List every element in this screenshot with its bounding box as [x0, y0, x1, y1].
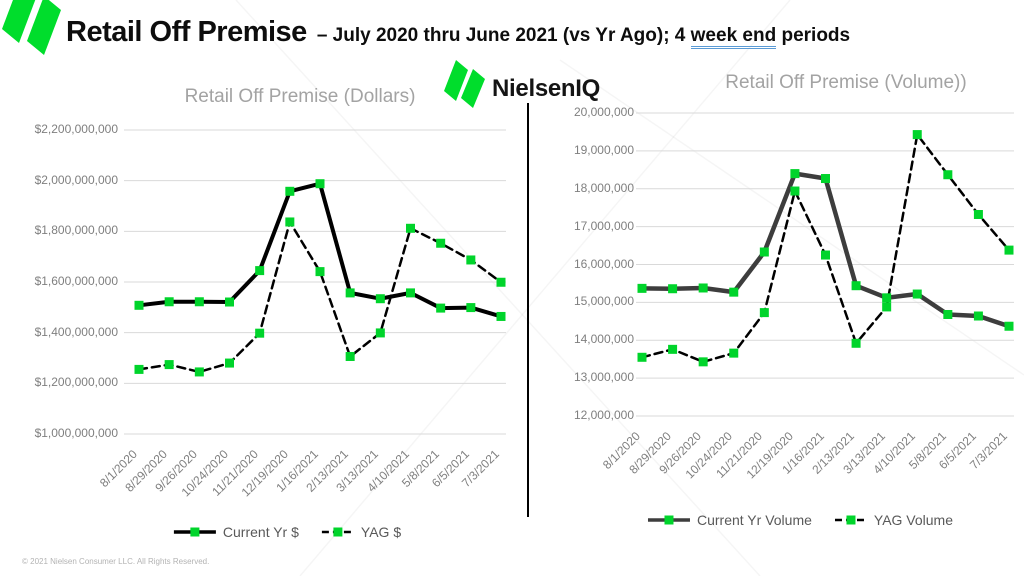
- data-point-marker: [943, 309, 953, 319]
- data-point-marker: [912, 130, 922, 140]
- data-point-marker: [134, 364, 144, 374]
- subtitle-suffix: periods: [776, 25, 851, 46]
- legend-label: Current Yr $: [222, 524, 299, 540]
- copyright-text: © 2021 Nielsen Consumer LLC. All Rights …: [22, 557, 210, 566]
- data-point-marker: [496, 311, 506, 321]
- data-point-marker: [436, 238, 446, 248]
- data-point-marker: [225, 297, 234, 307]
- nielseniq-logo-icon: [444, 60, 485, 108]
- chart-title-dollars: Retail Off Premise (Dollars): [184, 86, 416, 107]
- data-point-marker: [821, 174, 830, 184]
- legend-item: Current Yr $: [173, 524, 299, 540]
- subtitle-underlined-text: week end: [690, 25, 777, 49]
- data-point-marker: [1004, 245, 1014, 255]
- legend-item: YAG Volume: [834, 512, 953, 528]
- series-line: [639, 171, 1012, 329]
- series-line: [137, 181, 503, 319]
- legend-label: Current Yr Volume: [696, 512, 812, 528]
- data-point-marker: [729, 287, 739, 297]
- data-point-marker: [851, 338, 861, 348]
- series-line: [640, 133, 1011, 364]
- data-point-marker: [821, 250, 830, 260]
- data-point-marker: [912, 289, 922, 299]
- divider-line: [527, 103, 529, 517]
- data-point-marker: [375, 328, 385, 338]
- data-point-marker: [973, 210, 983, 220]
- chart-title-volume: Retail Off Premise (Volume)): [725, 72, 967, 93]
- data-point-marker: [194, 297, 204, 307]
- data-point-marker: [406, 288, 415, 298]
- data-point-marker: [851, 281, 861, 291]
- data-point-marker: [973, 311, 983, 321]
- data-point-marker: [698, 357, 708, 367]
- data-point-marker: [1004, 321, 1014, 331]
- nielseniq-logo-text: NielsenIQ: [492, 75, 601, 102]
- data-point-marker: [375, 294, 385, 304]
- data-point-marker: [345, 351, 355, 361]
- legend-line-sample: [647, 515, 690, 525]
- data-point-marker: [466, 255, 476, 265]
- subtitle-prefix: – July 2020 thru June 2021 (vs Yr Ago); …: [316, 25, 691, 46]
- slide-title-main: Retail Off Premise: [66, 16, 307, 48]
- legend-label: YAG $: [360, 524, 402, 540]
- legend-item: Current Yr Volume: [647, 512, 812, 528]
- data-point-marker: [194, 367, 204, 377]
- data-point-marker: [637, 352, 647, 362]
- data-point-marker: [285, 217, 295, 227]
- legend-line-sample: [173, 527, 216, 537]
- slide-title: Retail Off Premise – July 2020 thru June…: [66, 16, 850, 49]
- data-point-marker: [134, 300, 144, 310]
- data-point-marker: [436, 303, 446, 313]
- data-point-marker: [943, 170, 953, 180]
- legend-line-sample: [834, 515, 867, 525]
- data-point-marker: [637, 283, 647, 293]
- data-point-marker: [668, 344, 678, 354]
- data-point-marker: [882, 302, 892, 312]
- data-point-marker: [466, 303, 476, 313]
- data-point-marker: [790, 169, 800, 179]
- series-line: [137, 220, 503, 374]
- data-point-marker: [496, 277, 506, 287]
- data-point-marker: [729, 348, 739, 358]
- data-point-marker: [164, 297, 174, 307]
- legend-line-sample: [321, 527, 354, 537]
- legend-item: YAG $: [321, 524, 401, 540]
- legend-label: YAG Volume: [873, 512, 954, 528]
- data-point-marker: [285, 186, 295, 196]
- data-point-marker: [882, 293, 892, 303]
- data-point-marker: [225, 358, 234, 368]
- data-point-marker: [315, 179, 325, 189]
- nielseniq-logo: NielsenIQ: [444, 60, 600, 108]
- data-point-marker: [406, 223, 415, 233]
- data-point-marker: [668, 284, 678, 294]
- data-point-marker: [255, 266, 265, 276]
- data-point-marker: [790, 186, 800, 196]
- slide-title-sub: – July 2020 thru June 2021 (vs Yr Ago); …: [316, 25, 851, 49]
- data-point-marker: [315, 267, 325, 277]
- legend-volume: Current Yr Volume YAG Volume: [647, 512, 953, 528]
- data-point-marker: [759, 247, 769, 257]
- legend-dollars: Current Yr $ YAG $: [173, 524, 401, 540]
- data-point-marker: [698, 283, 708, 293]
- nielseniq-corner-logo-icon: [2, 0, 61, 55]
- data-point-marker: [345, 288, 355, 298]
- data-point-marker: [164, 360, 174, 370]
- data-point-marker: [255, 328, 265, 338]
- data-point-marker: [759, 308, 769, 318]
